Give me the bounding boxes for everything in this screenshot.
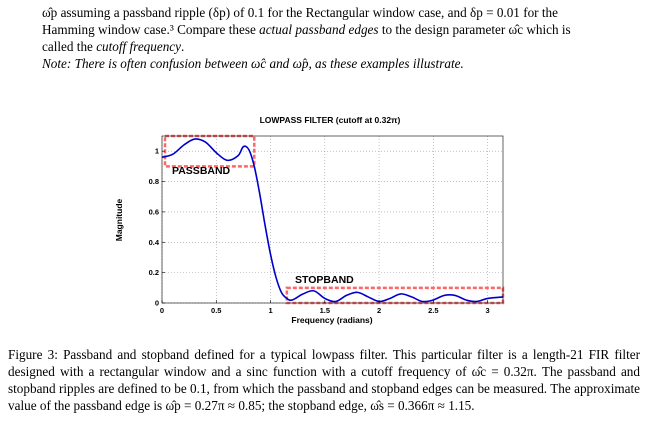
x-tick-label: 3 xyxy=(486,306,490,315)
y-tick-label: 0.4 xyxy=(149,238,160,247)
x-tick-label: 1 xyxy=(268,306,272,315)
axis-ticks: 0 0.5 1 1.5 2 2.5 3 0 0.2 0.4 0.6 0.8 1 xyxy=(149,147,490,315)
x-tick-label: 0.5 xyxy=(211,306,221,315)
intro-line-3-a: called the xyxy=(42,39,97,54)
intro-paragraph: ω̂p assuming a passband ripple (δp) of 0… xyxy=(42,4,637,72)
y-tick-label: 0 xyxy=(155,299,159,308)
chart-title: LOWPASS FILTER (cutoff at 0.32π) xyxy=(260,115,401,125)
x-axis-label: Frequency (radians) xyxy=(291,315,372,325)
curve-layer xyxy=(161,138,504,303)
intro-line-3: called the cutoff frequency. xyxy=(42,38,637,55)
plot-frame xyxy=(161,135,504,304)
intro-note: Note: There is often confusion between ω… xyxy=(42,55,637,72)
y-axis-label: Magnitude xyxy=(114,198,124,241)
intro-line-2: Hamming window case.³ Compare these actu… xyxy=(42,21,637,38)
y-tick-label: 0.8 xyxy=(149,177,159,186)
note-label: Note: xyxy=(42,56,72,71)
intro-line-3-b: . xyxy=(181,39,185,54)
stopband-label: STOPBAND xyxy=(295,274,354,286)
intro-line-3-emphasis: cutoff frequency xyxy=(96,39,182,54)
x-tick-label: 0 xyxy=(160,306,164,315)
intro-line-1: ω̂p assuming a passband ripple (δp) of 0… xyxy=(42,5,558,20)
y-tick-label: 0.2 xyxy=(149,268,159,277)
intro-line-2-emphasis: actual passband edges xyxy=(259,22,379,37)
passband-label: PASSBAND xyxy=(172,165,231,177)
magnitude-curve xyxy=(161,138,504,303)
y-tick-label: 0.6 xyxy=(149,207,159,216)
x-tick-label: 1.5 xyxy=(320,306,330,315)
note-text: There is often confusion between ω̂c and… xyxy=(71,56,464,71)
intro-line-2-a: Hamming window case.³ Compare these xyxy=(42,22,260,37)
x-tick-label: 2 xyxy=(377,306,381,315)
y-tick-label: 1 xyxy=(155,147,159,156)
x-tick-label: 2.5 xyxy=(428,306,438,315)
intro-line-2-b: to the design parameter ω̂c which is xyxy=(378,22,571,37)
lowpass-filter-chart: LOWPASS FILTER (cutoff at 0.32π) 0 0.5 1 1.… xyxy=(114,115,505,325)
figure-caption: Figure 3: Passband and stopband defined … xyxy=(8,347,640,413)
